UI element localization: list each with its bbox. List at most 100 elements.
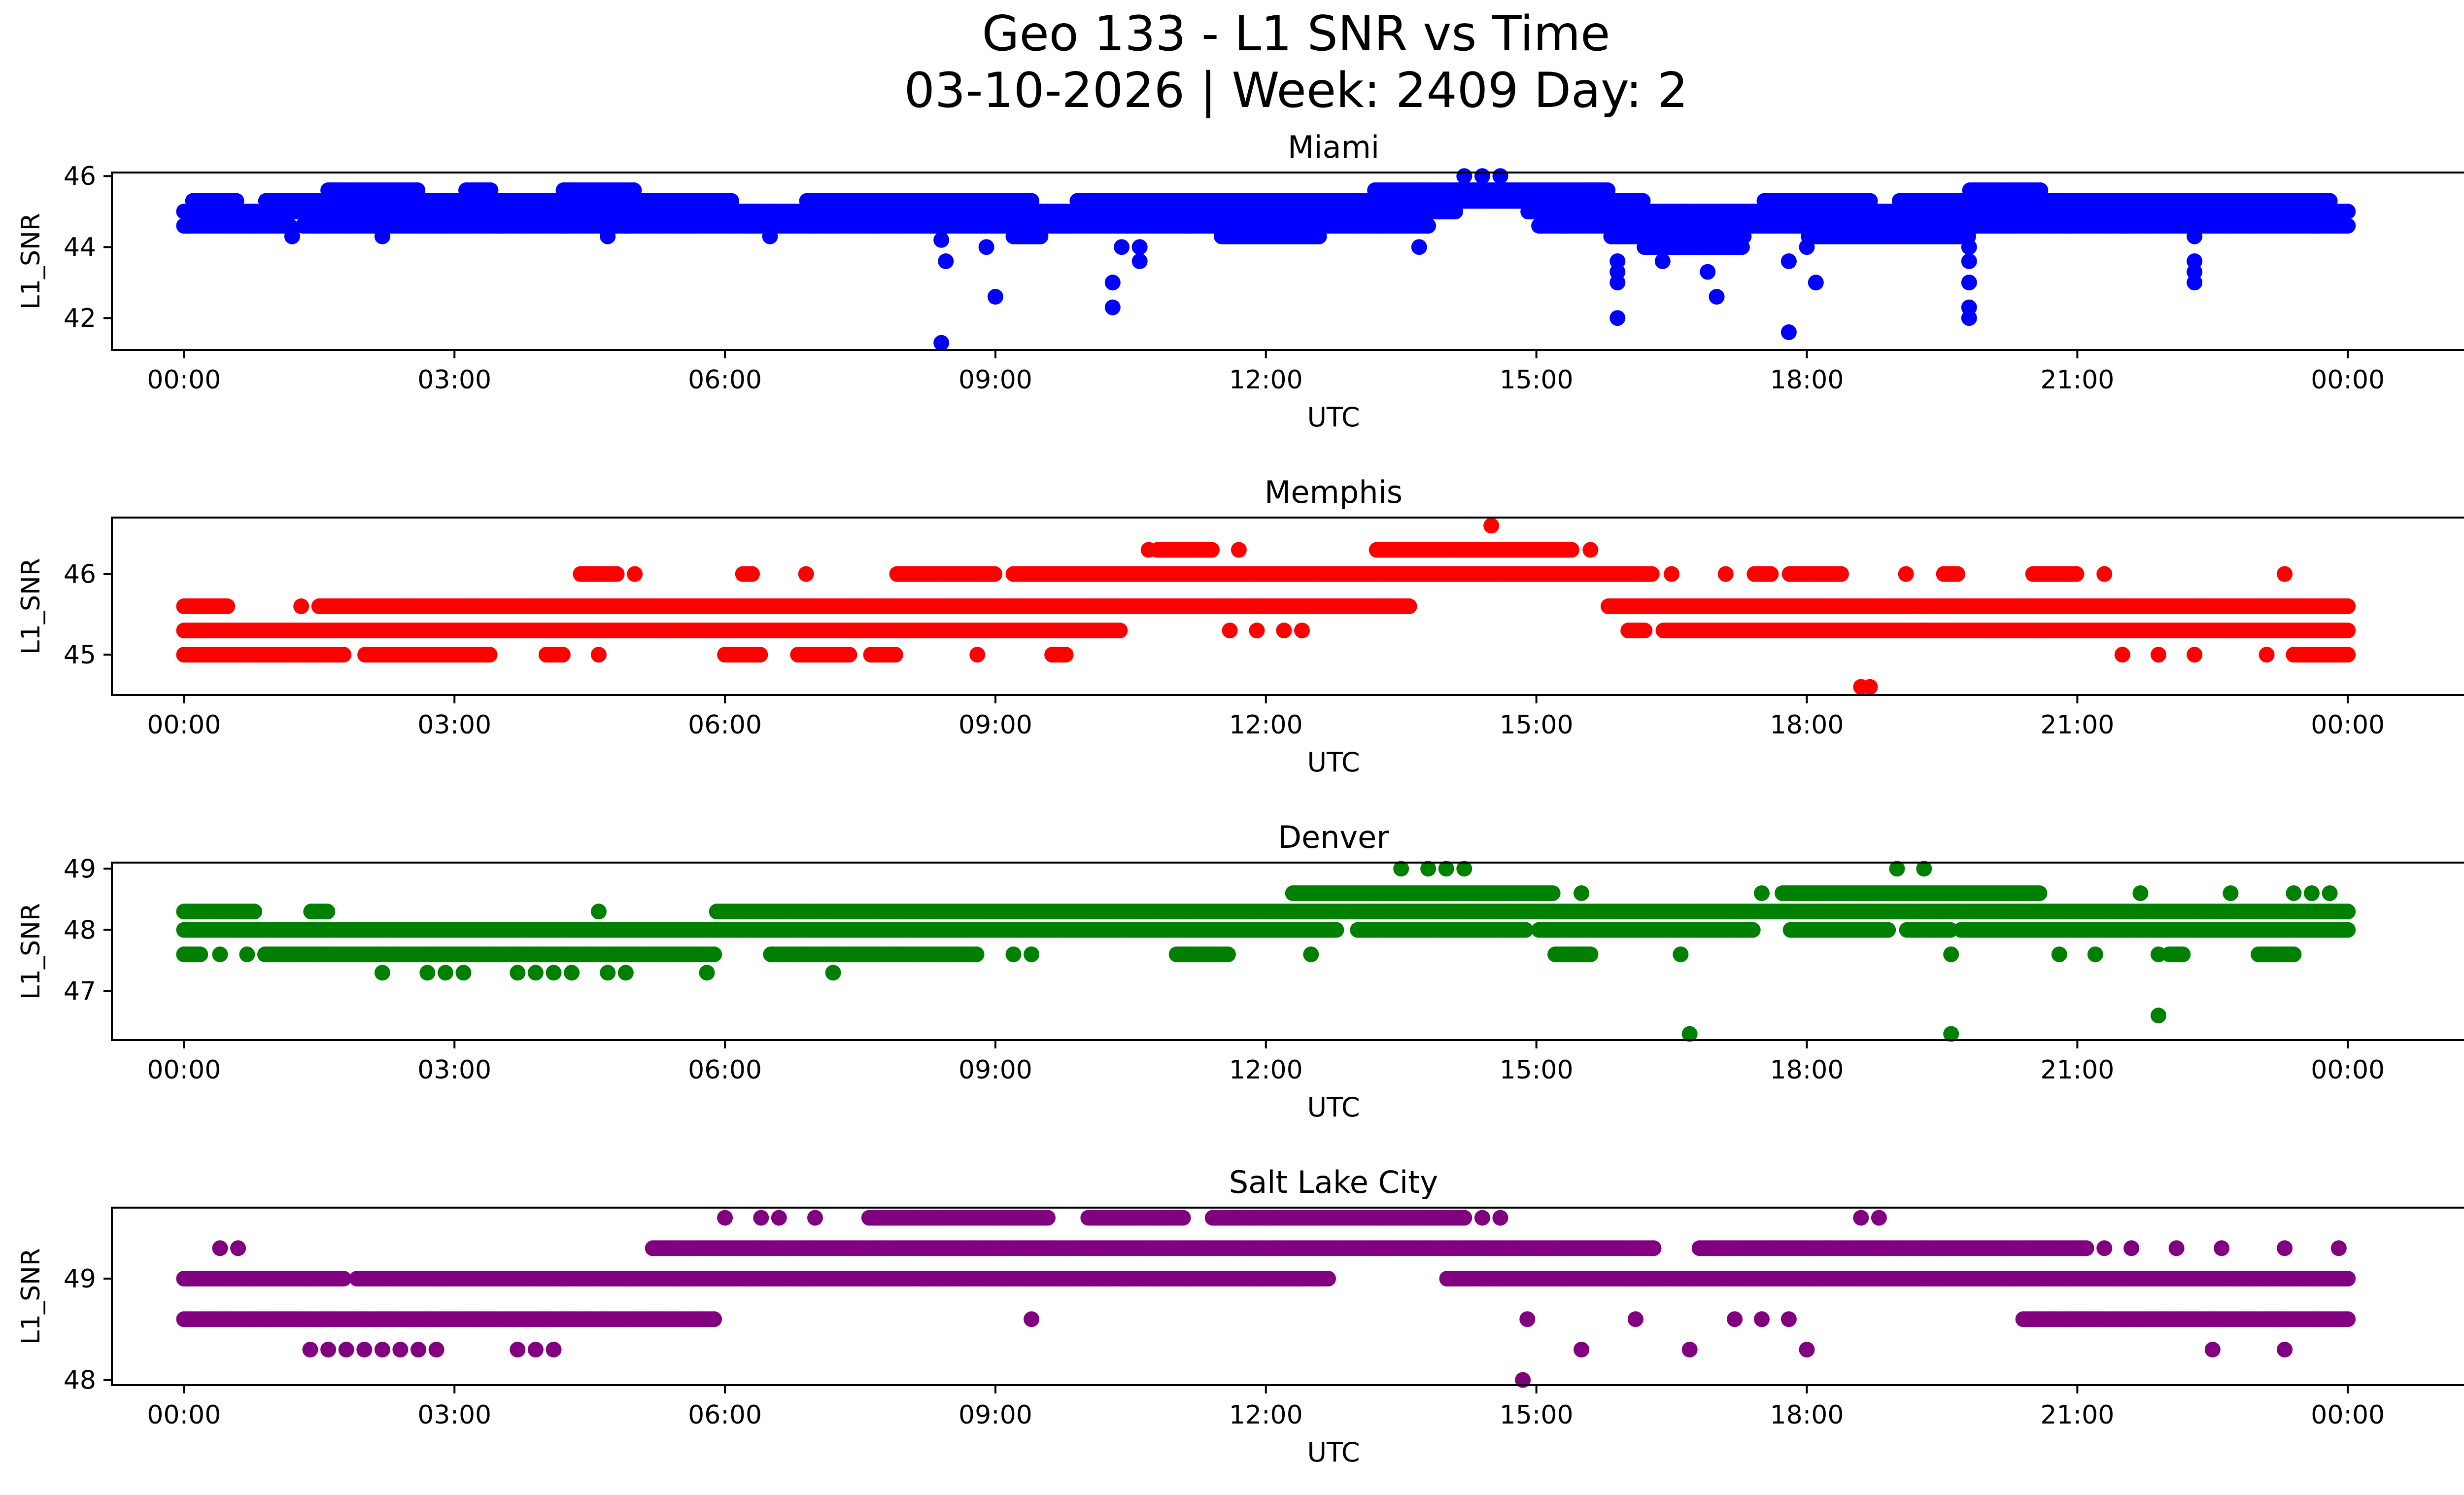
data-point [762, 228, 778, 244]
x-tick-label: 09:00 [958, 710, 1032, 740]
data-point [1763, 566, 1779, 582]
y-tick-label: 46 [64, 162, 96, 191]
x-tick-label: 18:00 [1770, 710, 1844, 740]
x-tick-label: 00:00 [147, 365, 221, 395]
data-point [1222, 623, 1238, 639]
data-point [1294, 623, 1310, 639]
data-point [1961, 275, 1977, 291]
figure-title-line1: Geo 133 - L1 SNR vs Time [982, 6, 1610, 62]
y-tick-label: 42 [64, 304, 96, 333]
data-point [2032, 182, 2049, 198]
data-point [1916, 623, 1932, 639]
x-tick-label: 06:00 [688, 710, 762, 740]
y-tick-label: 44 [64, 233, 96, 262]
data-point [1862, 679, 1878, 695]
data-point [841, 647, 857, 663]
data-point [933, 232, 950, 248]
data-point [1032, 228, 1049, 244]
data-point [2068, 566, 2085, 582]
data-point [1140, 542, 1157, 558]
x-tick-label: 15:00 [1500, 710, 1574, 740]
data-point [293, 598, 309, 614]
x-tick-label: 03:00 [417, 710, 491, 740]
x-axis-label: UTC [1307, 747, 1360, 778]
data-point [1780, 253, 1797, 269]
data-point [887, 647, 903, 663]
data-point [1311, 228, 1327, 244]
x-tick-label: 00:00 [2311, 365, 2385, 395]
data-point [1456, 168, 1472, 184]
data-point [1799, 239, 1815, 255]
data-point [1582, 542, 1599, 558]
panel-title: Miami [1288, 129, 1379, 165]
data-point [1474, 168, 1490, 184]
data-point [969, 647, 986, 663]
data-point [1492, 168, 1508, 184]
data-point [1600, 182, 1616, 198]
x-tick-label: 00:00 [147, 710, 221, 740]
data-point [1780, 324, 1797, 340]
data-point [2340, 598, 2356, 614]
data-point [219, 598, 236, 614]
x-tick-label: 06:00 [688, 365, 762, 395]
data-point [1384, 598, 1400, 614]
x-tick-label: 12:00 [1229, 710, 1303, 740]
data-point [2340, 623, 2356, 639]
subplot-panels: Miami 00:00 03:00 06:00 09:00 12:00 15:00 18:00… [16, 129, 2464, 1468]
data-point [1637, 623, 1653, 639]
figure-title-line2: 03-10-2026 | Week: 2409 Day: 2 [904, 63, 1688, 119]
data-point [1112, 623, 1128, 639]
data-point [1420, 218, 1437, 234]
data-point [987, 289, 1003, 305]
data-point [1808, 275, 1824, 291]
data-point [203, 598, 219, 614]
data-point [1609, 310, 1626, 326]
x-tick-label: 00:00 [2311, 710, 2385, 740]
data-point [1204, 542, 1220, 558]
data-point [2259, 647, 2275, 663]
data-point [1826, 566, 1842, 582]
data-point [1654, 253, 1671, 269]
data-point [410, 182, 426, 198]
data-point [626, 182, 642, 198]
x-tick-label: 03:00 [417, 365, 491, 395]
data-point [1601, 598, 1616, 614]
data-point [1401, 598, 1417, 614]
data-point [482, 182, 499, 198]
data-point [1709, 289, 1725, 305]
data-point [933, 335, 950, 351]
data-point [1411, 239, 1427, 255]
data-point [2340, 204, 2356, 220]
data-point [1643, 566, 1660, 582]
data-point [481, 647, 498, 663]
data-point [1898, 566, 1914, 582]
y-axis-label: L1_SNR [16, 213, 46, 310]
x-axis-label: UTC [1307, 402, 1360, 433]
x-tick-label: 18:00 [1770, 365, 1844, 395]
data-point [1276, 623, 1292, 639]
data-point [2096, 566, 2113, 582]
data-points [176, 168, 2356, 351]
y-tick-label: 45 [64, 640, 96, 670]
data-point [2340, 647, 2356, 663]
data-point [1862, 193, 1878, 209]
data-point [1717, 566, 1734, 582]
data-point [2340, 218, 2356, 234]
data-point [228, 193, 244, 209]
data-point [1114, 239, 1130, 255]
data-point [1131, 239, 1148, 255]
y-tick-label: 46 [64, 560, 96, 590]
data-point [185, 598, 201, 614]
data-point [554, 647, 571, 663]
y-axis-label: L1_SNR [16, 558, 46, 655]
x-tick-label: 15:00 [1500, 365, 1574, 395]
data-point [723, 193, 739, 209]
data-point [1950, 566, 1965, 582]
data-point [600, 228, 616, 244]
data-point [1483, 518, 1500, 534]
x-tick-label: 09:00 [958, 365, 1032, 395]
data-point [1961, 253, 1977, 269]
data-point [2114, 647, 2130, 663]
